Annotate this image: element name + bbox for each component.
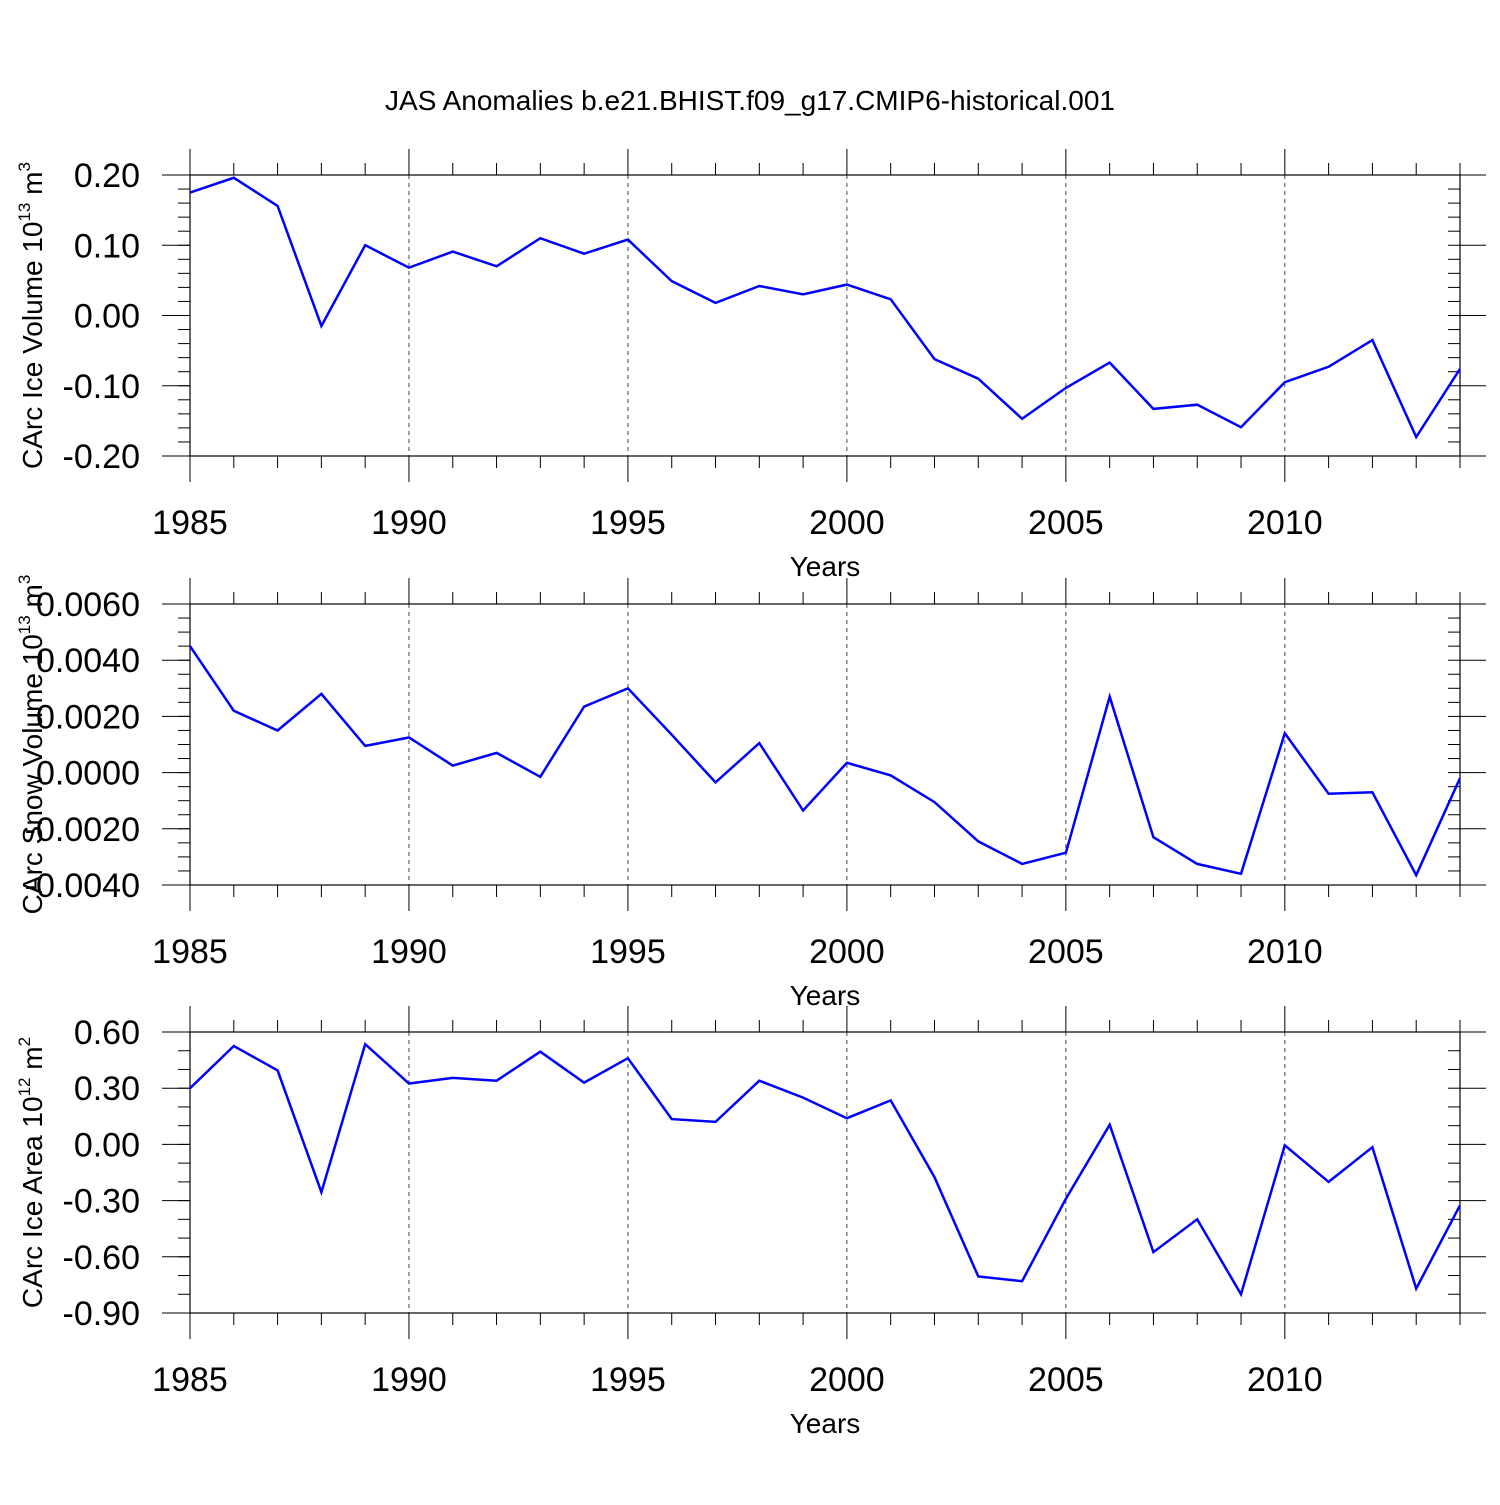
x-tick-label: 1985 bbox=[152, 933, 228, 971]
y-tick-label: 0.0040 bbox=[36, 642, 140, 680]
y-tick-label: 0.30 bbox=[74, 1070, 140, 1108]
y-axis-label: CArc Snow Volume 1013 m3 bbox=[15, 575, 48, 915]
x-tick-label: 1995 bbox=[590, 933, 666, 971]
x-axis-label: Years bbox=[790, 980, 861, 1011]
page-title: JAS Anomalies b.e21.BHIST.f09_g17.CMIP6-… bbox=[385, 85, 1115, 116]
y-tick-label: 0.10 bbox=[74, 227, 140, 265]
y-tick-label: 0.60 bbox=[74, 1014, 140, 1052]
series-line bbox=[190, 176, 1460, 440]
x-tick-label: 2010 bbox=[1247, 933, 1323, 971]
y-tick-label: 0.0000 bbox=[36, 755, 140, 793]
x-tick-label: 2000 bbox=[809, 1361, 885, 1399]
x-tick-label: 2000 bbox=[809, 933, 885, 971]
y-tick-label: -0.0020 bbox=[25, 811, 140, 849]
x-tick-label: 1995 bbox=[590, 504, 666, 542]
x-axis-label: Years bbox=[790, 551, 861, 582]
panel-2: 1985 1990 1995 2000 2005 2010 -0.0040 -0.0020 0.… bbox=[15, 575, 1486, 1011]
x-tick-label: 2005 bbox=[1028, 1361, 1104, 1399]
x-tick-label: 2010 bbox=[1247, 504, 1323, 542]
x-tick-label: 1990 bbox=[371, 504, 447, 542]
y-tick-label: -0.30 bbox=[63, 1183, 141, 1221]
x-tick-label: 2010 bbox=[1247, 1361, 1323, 1399]
y-axis-label: CArc Ice Area 1012 m2 bbox=[15, 1037, 48, 1308]
panel-3: 1985 1990 1995 2000 2005 2010 -0.90 -0.60 -0.30 0… bbox=[15, 1006, 1486, 1439]
y-tick-label: -0.10 bbox=[63, 368, 141, 406]
plot-frame bbox=[189, 603, 1461, 886]
x-tick-label: 1990 bbox=[371, 933, 447, 971]
y-tick-label: 0.0020 bbox=[36, 698, 140, 736]
x-axis-label: Years bbox=[790, 1408, 861, 1439]
x-tick-label: 1995 bbox=[590, 1361, 666, 1399]
series-line bbox=[190, 1041, 1460, 1298]
plot-frame bbox=[189, 1031, 1461, 1314]
series-line bbox=[190, 645, 1460, 879]
y-tick-label: -0.20 bbox=[63, 438, 141, 476]
x-tick-label: 2000 bbox=[809, 504, 885, 542]
y-tick-label: 0.00 bbox=[74, 298, 140, 336]
y-tick-label: 0.0060 bbox=[36, 586, 140, 624]
x-tick-label: 2005 bbox=[1028, 933, 1104, 971]
y-tick-label: -0.0040 bbox=[25, 867, 140, 905]
y-tick-label: -0.60 bbox=[63, 1239, 141, 1277]
plot-frame bbox=[189, 174, 1461, 457]
x-tick-label: 1990 bbox=[371, 1361, 447, 1399]
panel-1: 1985 1990 1995 2000 2005 2010 -0.20 -0.10 0.00 0.… bbox=[15, 149, 1486, 582]
x-tick-label: 1985 bbox=[152, 504, 228, 542]
x-tick-label: 2005 bbox=[1028, 504, 1104, 542]
y-tick-label: -0.90 bbox=[63, 1295, 141, 1333]
y-axis-label: CArc Ice Volume 1013 m3 bbox=[15, 162, 48, 469]
y-tick-label: 0.20 bbox=[74, 157, 140, 195]
y-tick-label: 0.00 bbox=[74, 1126, 140, 1164]
x-tick-label: 1985 bbox=[152, 1361, 228, 1399]
